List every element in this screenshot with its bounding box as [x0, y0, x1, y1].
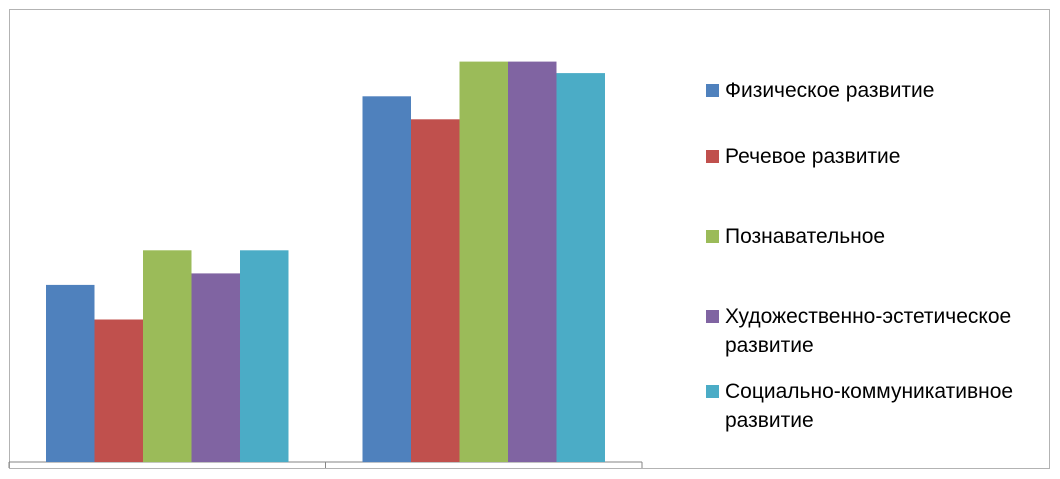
bar-cognitive-1 — [143, 250, 192, 463]
legend-swatch-speech — [706, 150, 719, 163]
bar-artistic-1 — [191, 273, 240, 462]
bar-physical-2 — [362, 96, 411, 463]
legend-item-social: Социально-коммуникативное развитие — [706, 377, 1045, 435]
legend-item-speech: Речевое развитие — [706, 142, 1045, 171]
chart-bars — [46, 61, 605, 463]
legend-item-physical: Физическое развитие — [706, 76, 1045, 105]
legend-label-social: Социально-коммуникативное развитие — [725, 380, 1014, 432]
legend-item-cognitive: Познавательное — [706, 222, 1045, 251]
chart-axes — [8, 461, 643, 468]
bar-artistic-2 — [508, 61, 557, 462]
legend-label-cognitive: Познавательное — [725, 225, 886, 248]
legend-swatch-artistic — [706, 310, 719, 323]
legend-label-artistic: Художественно-эстетическое развитие — [725, 305, 1012, 357]
bar-social-2 — [556, 73, 605, 462]
bar-speech-1 — [94, 319, 143, 462]
legend-label-speech: Речевое развитие — [725, 145, 901, 168]
bar-social-1 — [240, 250, 289, 463]
legend-label-physical: Физическое развитие — [725, 79, 935, 102]
bar-physical-1 — [46, 284, 95, 462]
legend-swatch-social — [706, 385, 719, 398]
bar-speech-2 — [411, 119, 460, 463]
bar-chart-plot — [8, 61, 643, 468]
bar-cognitive-2 — [459, 61, 508, 462]
legend-swatch-physical — [706, 84, 719, 97]
legend-swatch-cognitive — [706, 230, 719, 243]
chart-legend: Физическое развитие Речевое развитие Поз… — [706, 0, 1046, 479]
legend-item-artistic: Художественно-эстетическое развитие — [706, 302, 1045, 360]
